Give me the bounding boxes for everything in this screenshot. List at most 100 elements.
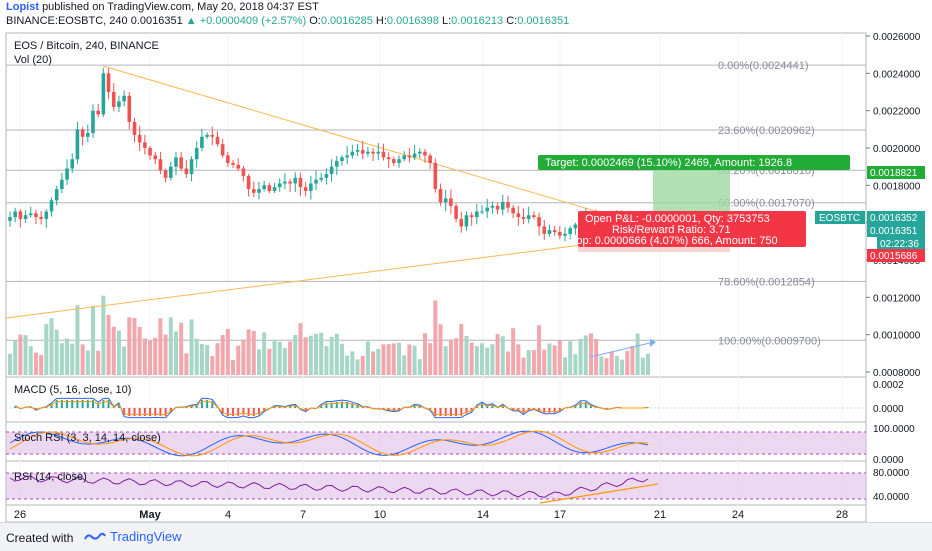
candle-body[interactable]	[148, 148, 152, 156]
candle-body[interactable]	[80, 129, 85, 137]
candle-body[interactable]	[13, 211, 17, 218]
candle-body[interactable]	[96, 110, 100, 115]
candle-body[interactable]	[137, 134, 142, 143]
candle-body[interactable]	[324, 174, 329, 178]
candle-body[interactable]	[298, 177, 303, 188]
candle-body[interactable]	[18, 211, 23, 219]
candle-body[interactable]	[153, 155, 158, 160]
candle-body[interactable]	[246, 176, 251, 190]
candle-body[interactable]	[552, 230, 557, 232]
candle-body[interactable]	[314, 179, 318, 184]
candle-body[interactable]	[267, 185, 272, 191]
candle-body[interactable]	[526, 215, 531, 219]
candle-body[interactable]	[210, 134, 215, 137]
candle-body[interactable]	[117, 101, 121, 107]
candle-body[interactable]	[376, 151, 381, 154]
candle-body[interactable]	[236, 164, 241, 169]
candle-body[interactable]	[438, 189, 443, 203]
candle-body[interactable]	[122, 95, 126, 102]
candle-body[interactable]	[475, 211, 479, 218]
candle-body[interactable]	[205, 134, 209, 137]
candle-body[interactable]	[49, 200, 54, 212]
time-axis[interactable]: 26 May 4 7 10 14 17 21 24 28	[14, 509, 848, 521]
candle-body[interactable]	[44, 211, 49, 219]
candle-body[interactable]	[428, 155, 432, 163]
candle-body[interactable]	[542, 226, 547, 234]
candle-body[interactable]	[547, 230, 552, 234]
candle-body[interactable]	[449, 198, 453, 206]
volume-trendline[interactable]	[589, 342, 651, 358]
candle-body[interactable]	[329, 166, 334, 175]
candle-body[interactable]	[75, 129, 80, 160]
candle-body[interactable]	[407, 155, 412, 158]
candle-body[interactable]	[309, 183, 313, 191]
candle-body[interactable]	[8, 217, 12, 221]
candle-body[interactable]	[521, 217, 526, 219]
candle-body[interactable]	[537, 217, 541, 227]
candle-body[interactable]	[28, 213, 33, 216]
candle-body[interactable]	[23, 215, 28, 219]
candle-body[interactable]	[402, 155, 407, 160]
chart-canvas[interactable]: 0.00%(0.0024441)23.60%(0.0020962)38.20%(…	[0, 0, 932, 522]
candle-body[interactable]	[215, 136, 220, 145]
candle-body[interactable]	[127, 95, 132, 122]
candle-body[interactable]	[272, 187, 277, 191]
candle-body[interactable]	[366, 151, 370, 154]
candle-body[interactable]	[334, 161, 339, 167]
candle-body[interactable]	[226, 155, 230, 163]
candle-body[interactable]	[288, 181, 292, 184]
candle-body[interactable]	[381, 151, 386, 158]
lower-trendline[interactable]	[5, 235, 654, 319]
candle-body[interactable]	[532, 215, 536, 218]
candle-body[interactable]	[194, 148, 199, 160]
candle-body[interactable]	[283, 181, 287, 184]
candle-body[interactable]	[563, 233, 567, 236]
candle-body[interactable]	[132, 121, 137, 135]
candle-body[interactable]	[459, 218, 464, 227]
candle-body[interactable]	[60, 179, 64, 190]
candle-body[interactable]	[39, 217, 43, 219]
price-axis[interactable]: 0.0026000 0.0024000 0.0022000 0.0020000 0.00…	[866, 32, 921, 503]
candle-body[interactable]	[70, 159, 75, 169]
candle-body[interactable]	[91, 110, 95, 134]
candle-body[interactable]	[106, 73, 111, 92]
candle-body[interactable]	[54, 189, 59, 201]
candle-body[interactable]	[143, 142, 147, 148]
candle-body[interactable]	[262, 185, 266, 190]
candle-body[interactable]	[511, 207, 515, 214]
candle-body[interactable]	[101, 73, 106, 115]
candle-body[interactable]	[386, 157, 391, 160]
candle-body[interactable]	[417, 151, 422, 154]
candle-body[interactable]	[345, 155, 349, 158]
candle-body[interactable]	[516, 213, 521, 218]
candle-body[interactable]	[568, 228, 572, 234]
candle-body[interactable]	[184, 168, 189, 175]
candle-body[interactable]	[277, 183, 282, 188]
candle-body[interactable]	[231, 162, 235, 165]
candle-body[interactable]	[189, 159, 194, 175]
candle-body[interactable]	[340, 157, 344, 162]
candle-body[interactable]	[423, 151, 427, 156]
candle-body[interactable]	[65, 168, 69, 180]
candle-body[interactable]	[490, 205, 495, 208]
candle-body[interactable]	[558, 232, 562, 236]
candle-body[interactable]	[485, 207, 490, 212]
candle-body[interactable]	[469, 215, 474, 218]
candle-body[interactable]	[111, 92, 116, 107]
candle-body[interactable]	[355, 149, 360, 152]
candle-body[interactable]	[371, 151, 375, 154]
candle-body[interactable]	[495, 205, 500, 210]
candle-body[interactable]	[179, 157, 183, 169]
candle-body[interactable]	[506, 202, 510, 208]
candle-body[interactable]	[158, 159, 163, 171]
author-name[interactable]: Lopist	[6, 1, 39, 13]
candle-body[interactable]	[257, 189, 261, 193]
candle-body[interactable]	[480, 211, 484, 213]
candle-body[interactable]	[200, 136, 204, 148]
candle-body[interactable]	[251, 189, 256, 193]
candle-body[interactable]	[360, 149, 365, 154]
candle-body[interactable]	[454, 205, 458, 219]
candle-body[interactable]	[303, 187, 308, 191]
candle-body[interactable]	[168, 166, 173, 178]
candle-body[interactable]	[319, 177, 324, 180]
